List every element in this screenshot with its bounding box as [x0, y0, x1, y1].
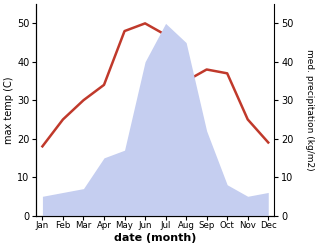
Y-axis label: med. precipitation (kg/m2): med. precipitation (kg/m2): [305, 49, 314, 171]
Y-axis label: max temp (C): max temp (C): [4, 76, 14, 144]
X-axis label: date (month): date (month): [114, 233, 197, 243]
